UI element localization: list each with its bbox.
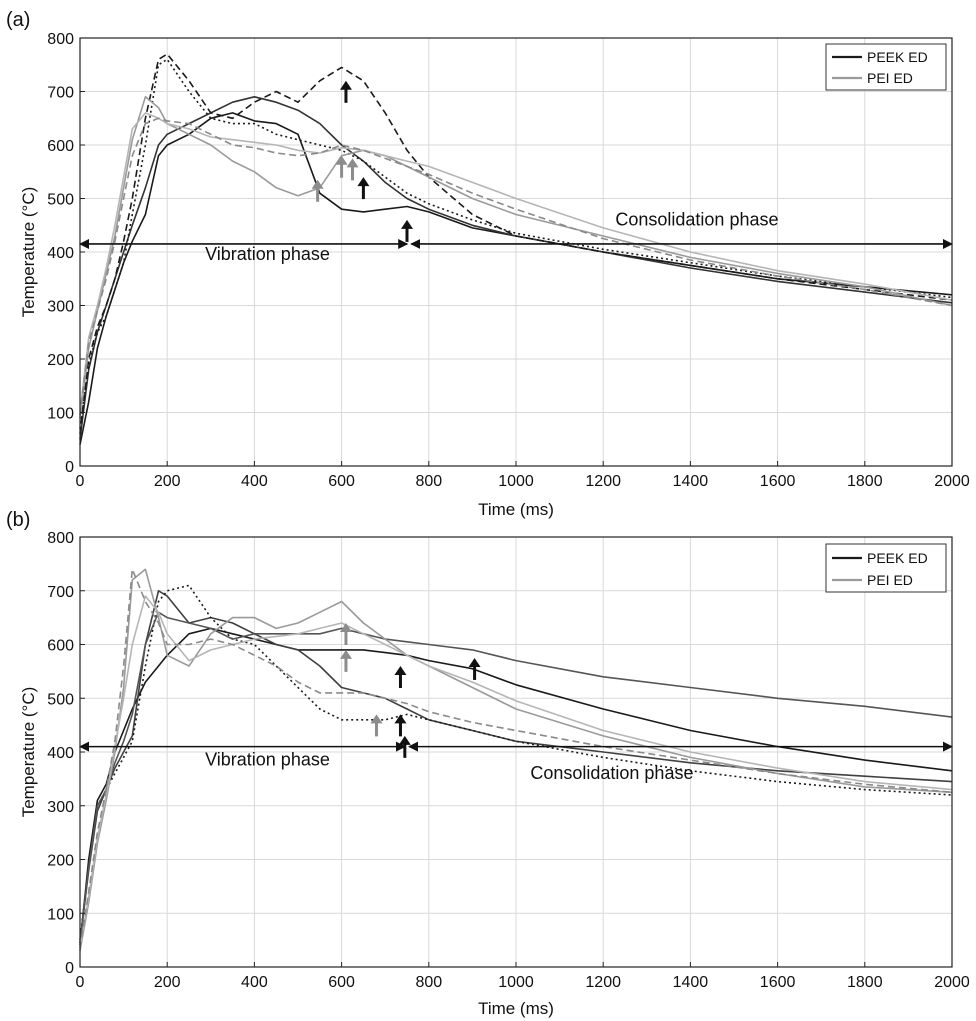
x-tick-label-b: 1800 <box>847 974 883 991</box>
x-tick-label-b: 600 <box>328 974 355 991</box>
x-tick-label-b: 200 <box>154 974 181 991</box>
series-pei-b-6 <box>79 568 953 949</box>
ticks-a: 0 200 400 600 800 1000 1200 1400 1600 1800 2000 0 10… <box>47 31 970 490</box>
x-tick-label-a: 600 <box>328 473 355 490</box>
y-tick-label-a: 600 <box>47 138 74 155</box>
event-arrow-icon-a <box>401 219 413 242</box>
series-group-a <box>79 53 953 445</box>
event-arrow-icon-b <box>370 714 383 737</box>
y-tick-label-a: 700 <box>47 85 74 102</box>
x-tick-label-b: 1400 <box>673 974 709 991</box>
series-pei-a-4 <box>79 96 953 418</box>
y-tick-label-a: 300 <box>47 299 74 316</box>
series-peek-a-3 <box>79 58 953 429</box>
x-tick-label-a: 1000 <box>498 473 534 490</box>
x-tick-label-a: 1600 <box>760 473 796 490</box>
x-tick-label-b: 400 <box>241 974 268 991</box>
y-tick-label-b: 0 <box>65 960 74 977</box>
vibration-phase-label-b: Vibration phase <box>205 749 330 769</box>
event-arrow-icon-a <box>339 80 352 103</box>
event-markers-b <box>339 623 481 758</box>
y-tick-label-a: 0 <box>65 459 74 476</box>
y-tick-label-a: 800 <box>47 31 74 48</box>
legend-label-peek-b: PEEK ED <box>867 550 928 566</box>
event-arrow-icon-b <box>468 657 481 680</box>
event-arrow-icon-b <box>339 623 352 645</box>
y-tick-label-a: 400 <box>47 245 74 262</box>
x-tick-label-a: 2000 <box>934 473 970 490</box>
x-tick-label-a: 400 <box>241 473 268 490</box>
y-axis-label-a: Temperature (°C) <box>19 187 38 318</box>
x-tick-label-b: 800 <box>415 974 442 991</box>
event-arrow-icon-a <box>335 155 348 178</box>
series-pei-b-4 <box>79 568 953 952</box>
panel-label-a: (a) <box>6 9 30 31</box>
x-tick-label-b: 0 <box>76 974 85 991</box>
event-arrow-icon-a <box>346 158 359 181</box>
y-tick-label-b: 300 <box>47 799 74 816</box>
x-axis-label-a: Time (ms) <box>478 500 554 519</box>
x-tick-label-a: 1800 <box>847 473 883 490</box>
x-tick-label-a: 200 <box>154 473 181 490</box>
x-tick-label-b: 2000 <box>934 974 970 991</box>
phase-arrows-a: Vibration phase Consolidation phase <box>79 209 953 264</box>
x-tick-label-a: 1200 <box>585 473 621 490</box>
legend-label-pei-b: PEI ED <box>867 572 913 588</box>
y-tick-label-a: 100 <box>47 406 74 423</box>
event-arrow-icon-b <box>394 714 407 737</box>
phase-arrows-b: Vibration phase Consolidation phase <box>79 741 953 783</box>
x-tick-label-b: 1000 <box>498 974 534 991</box>
chart-panel-b: (b) Vibration phase Consolidation phase 0… <box>6 509 970 1018</box>
x-tick-label-b: 1600 <box>760 974 796 991</box>
y-tick-label-b: 700 <box>47 584 74 601</box>
y-tick-label-b: 600 <box>47 638 74 655</box>
ticks-b: 0 200 400 600 800 1000 1200 1400 1600 1800 2000 0 10… <box>47 530 970 991</box>
event-arrow-icon-a <box>357 177 370 200</box>
legend-label-peek-a: PEEK ED <box>867 49 928 65</box>
y-tick-label-b: 500 <box>47 691 74 708</box>
y-tick-label-b: 200 <box>47 853 74 870</box>
y-tick-label-a: 200 <box>47 352 74 369</box>
consolidation-phase-label-b: Consolidation phase <box>530 763 693 783</box>
legend-box-b <box>825 543 947 593</box>
y-tick-label-a: 500 <box>47 192 74 209</box>
event-markers-a <box>311 80 413 242</box>
event-arrow-icon-a <box>311 179 324 202</box>
series-pei-a-6 <box>79 117 953 416</box>
x-tick-label-a: 800 <box>415 473 442 490</box>
series-pei-b-5 <box>79 595 953 949</box>
y-tick-label-b: 800 <box>47 530 74 547</box>
chart-panel-a: (a) Vibration phase Consolidation phase 0… <box>6 9 970 519</box>
x-tick-label-a: 1400 <box>673 473 709 490</box>
legend-a: PEEK ED PEI ED <box>825 43 947 91</box>
y-axis-label-b: Temperature (°C) <box>19 687 38 818</box>
consolidation-phase-label-a: Consolidation phase <box>615 209 778 229</box>
panel-label-b: (b) <box>6 509 30 531</box>
event-arrow-icon-b <box>394 666 407 688</box>
series-peek-a-2 <box>79 53 953 434</box>
legend-box-a <box>825 43 947 91</box>
y-tick-label-b: 100 <box>47 906 74 923</box>
x-tick-label-b: 1200 <box>585 974 621 991</box>
series-pei-a-5 <box>79 112 953 413</box>
vibration-phase-label-a: Vibration phase <box>205 244 330 264</box>
legend-b: PEEK ED PEI ED <box>825 543 947 593</box>
legend-label-pei-a: PEI ED <box>867 70 913 86</box>
x-axis-label-b: Time (ms) <box>478 999 554 1018</box>
event-arrow-icon-b <box>398 735 411 758</box>
event-arrow-icon-b <box>339 649 352 672</box>
y-tick-label-b: 400 <box>47 745 74 762</box>
x-tick-label-a: 0 <box>76 473 85 490</box>
